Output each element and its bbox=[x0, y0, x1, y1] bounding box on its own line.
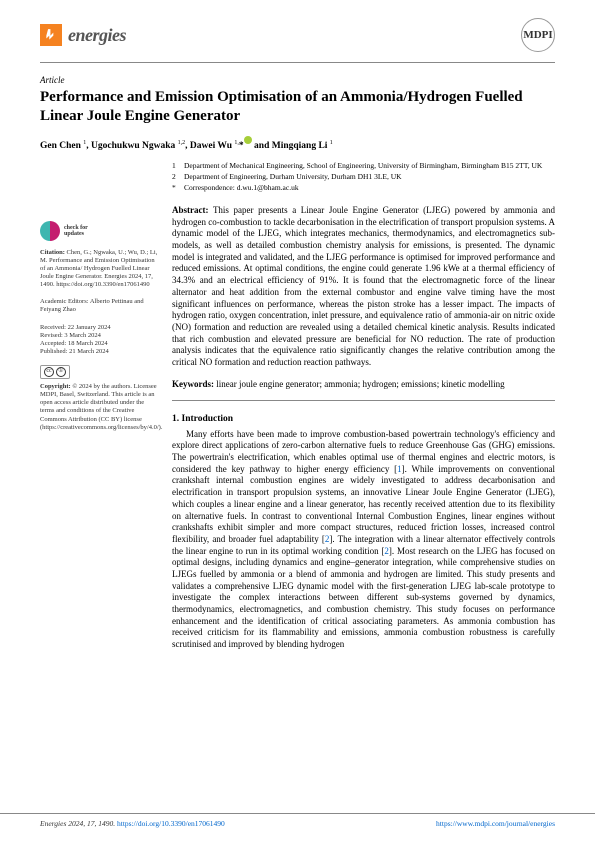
orcid-icon bbox=[244, 136, 252, 144]
keywords-rule bbox=[172, 400, 555, 401]
section-heading: 1. Introduction bbox=[172, 413, 555, 425]
page-header: energies MDPI bbox=[0, 0, 595, 60]
article-title: Performance and Emission Optimisation of… bbox=[40, 88, 555, 126]
publisher-badge: MDPI bbox=[521, 18, 555, 52]
check-updates-icon bbox=[40, 221, 60, 241]
journal-logo-icon bbox=[40, 24, 62, 46]
sidebar: check for updates Citation: Chen, G.; Ng… bbox=[40, 161, 158, 651]
citation-ref-1[interactable]: 1 bbox=[397, 464, 402, 474]
journal-logo: energies bbox=[40, 24, 126, 46]
article-type: Article bbox=[40, 75, 555, 85]
cc-badge: cc① bbox=[40, 365, 70, 379]
footer-url-link[interactable]: https://www.mdpi.com/journal/energies bbox=[436, 819, 555, 828]
check-updates-label: check for updates bbox=[64, 225, 88, 237]
intro-paragraph: Many efforts have been made to improve c… bbox=[172, 429, 555, 651]
main-column: 1Department of Mechanical Engineering, S… bbox=[172, 161, 555, 651]
citation-block: Citation: Chen, G.; Ngwaka, U.; Wu, D.; … bbox=[40, 249, 158, 290]
footer-citation: Energies 2024, 17, 1490. https://doi.org… bbox=[40, 819, 225, 828]
abstract: Abstract: This paper presents a Linear J… bbox=[172, 205, 555, 369]
footer-journal-link: https://www.mdpi.com/journal/energies bbox=[436, 819, 555, 828]
page-footer: Energies 2024, 17, 1490. https://doi.org… bbox=[0, 813, 595, 828]
editors-block: Academic Editors: Alberto Pettinau and F… bbox=[40, 298, 158, 314]
check-updates-badge[interactable]: check for updates bbox=[40, 221, 158, 241]
author-list: Gen Chen 1, Ugochukwu Ngwaka 1,2, Dawei … bbox=[40, 136, 555, 151]
keywords: Keywords: linear joule engine generator;… bbox=[172, 379, 555, 391]
citation-ref-2b[interactable]: 2 bbox=[384, 546, 389, 556]
journal-name: energies bbox=[68, 25, 126, 46]
footer-doi-link[interactable]: https://doi.org/10.3390/en17061490 bbox=[117, 819, 225, 828]
dates-block: Received: 22 January 2024 Revised: 3 Mar… bbox=[40, 324, 158, 357]
citation-ref-2[interactable]: 2 bbox=[325, 534, 330, 544]
license-block: cc① Copyright: © 2024 by the authors. Li… bbox=[40, 365, 158, 432]
affiliations: 1Department of Mechanical Engineering, S… bbox=[172, 161, 555, 193]
